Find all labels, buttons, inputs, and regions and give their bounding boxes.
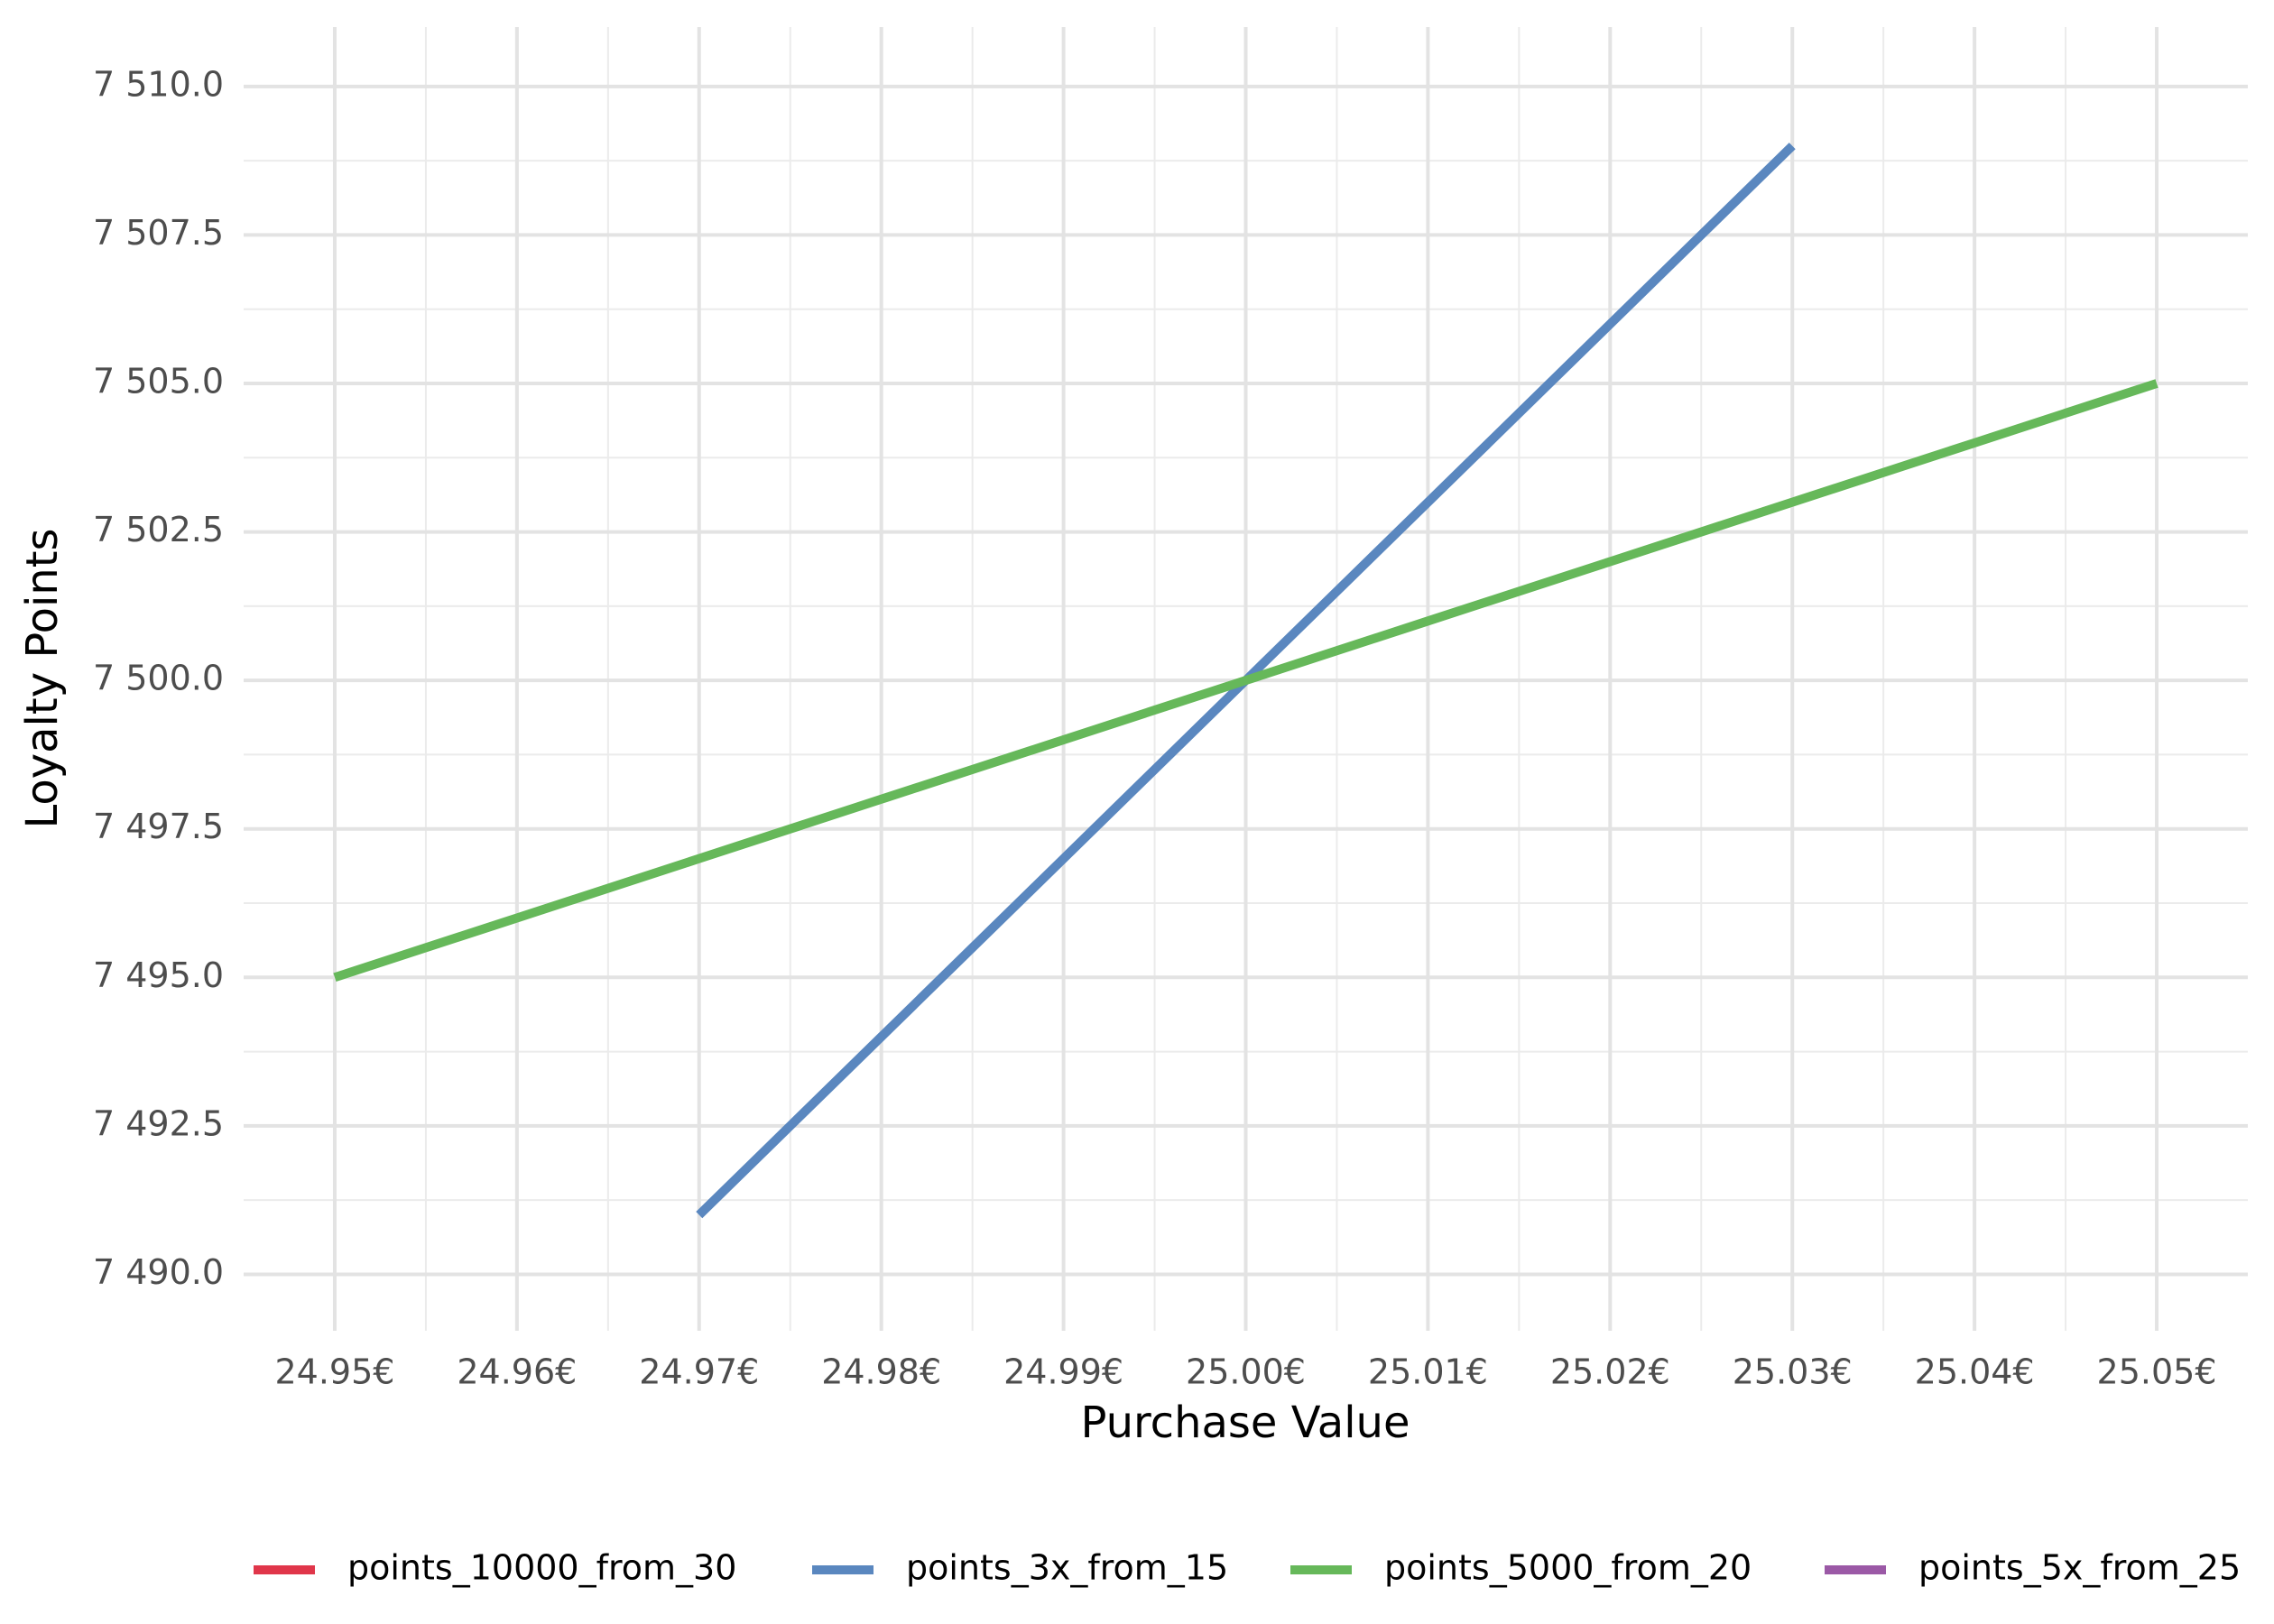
x-tick-label: 25.00€	[1186, 1352, 1306, 1392]
legend-label: points_3x_from_15	[906, 1548, 1228, 1588]
y-tick-label: 7 502.5	[93, 510, 224, 549]
x-tick-label: 24.95€	[274, 1352, 394, 1392]
legend-label: points_10000_from_30	[347, 1548, 736, 1588]
x-tick-label: 24.99€	[1003, 1352, 1123, 1392]
legend-label: points_5x_from_25	[1918, 1548, 2241, 1588]
y-tick-label: 7 510.0	[93, 64, 224, 104]
x-tick-label: 25.03€	[1733, 1352, 1853, 1392]
y-tick-label: 7 497.5	[93, 807, 224, 846]
legend-label: points_5000_from_20	[1384, 1548, 1752, 1588]
lines	[333, 143, 2158, 1219]
grid	[244, 27, 2248, 1331]
x-tick-label: 24.97€	[639, 1352, 759, 1392]
x-tick-label: 25.04€	[1915, 1352, 2035, 1392]
legend: points_10000_from_30 points_3x_from_15 poi…	[254, 1548, 2241, 1588]
series-line	[333, 379, 2158, 983]
x-axis-title: Purchase Value	[1080, 1398, 1410, 1448]
y-tick-label: 7 490.0	[93, 1252, 224, 1292]
x-tick-label: 25.01€	[1368, 1352, 1488, 1392]
x-tick-label: 24.98€	[821, 1352, 941, 1392]
y-tick-label: 7 492.5	[93, 1103, 224, 1143]
y-tick-label: 7 500.0	[93, 659, 224, 698]
y-axis-title: Loyalty Points	[17, 528, 68, 828]
x-tick-label: 25.02€	[1550, 1352, 1670, 1392]
y-tick-label: 7 505.0	[93, 361, 224, 401]
y-tick-label: 7 495.0	[93, 955, 224, 995]
x-tick-label: 24.96€	[457, 1352, 577, 1392]
y-tick-label: 7 507.5	[93, 213, 224, 253]
ticks: 24.95€ 24.96€ 24.97€ 24.98€ 24.99€ 25.00€ 25.0…	[93, 64, 2217, 1391]
x-tick-label: 25.05€	[2097, 1352, 2217, 1392]
